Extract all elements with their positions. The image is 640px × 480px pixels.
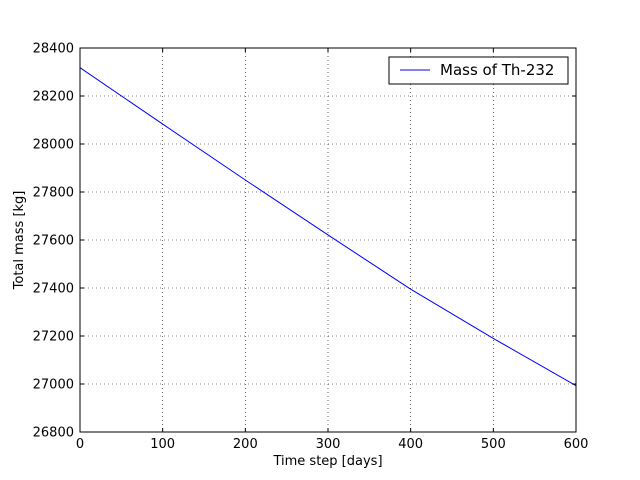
legend: Mass of Th-232 [388, 56, 569, 85]
y-tick-label: 27200 [33, 330, 74, 345]
x-tick-label: 200 [233, 437, 258, 452]
y-tick-label: 27800 [33, 186, 74, 201]
x-tick-label: 300 [316, 437, 341, 452]
y-axis-label: Total mass [kg] [12, 191, 27, 291]
y-tick-label: 28400 [33, 42, 74, 57]
y-tick-label: 28200 [33, 90, 74, 105]
y-tick-label: 28000 [33, 138, 74, 153]
x-axis-label: Time step [days] [272, 454, 382, 469]
ticks: 0 100 200 300 400 500 600 26800 27000 27200 27400 2… [33, 42, 589, 453]
x-tick-label: 400 [398, 437, 423, 452]
x-tick-label: 100 [150, 437, 175, 452]
y-tick-label: 27600 [33, 234, 74, 249]
legend-label: Mass of Th-232 [440, 61, 554, 79]
series-line [79, 67, 577, 387]
grid [80, 48, 576, 432]
series-layer [79, 67, 577, 387]
x-tick-label: 600 [564, 437, 589, 452]
x-tick-label: 500 [481, 437, 506, 452]
y-tick-label: 27400 [33, 282, 74, 297]
y-tick-label: 26800 [33, 426, 74, 441]
x-tick-label: 0 [76, 437, 84, 452]
y-tick-label: 27000 [33, 378, 74, 393]
